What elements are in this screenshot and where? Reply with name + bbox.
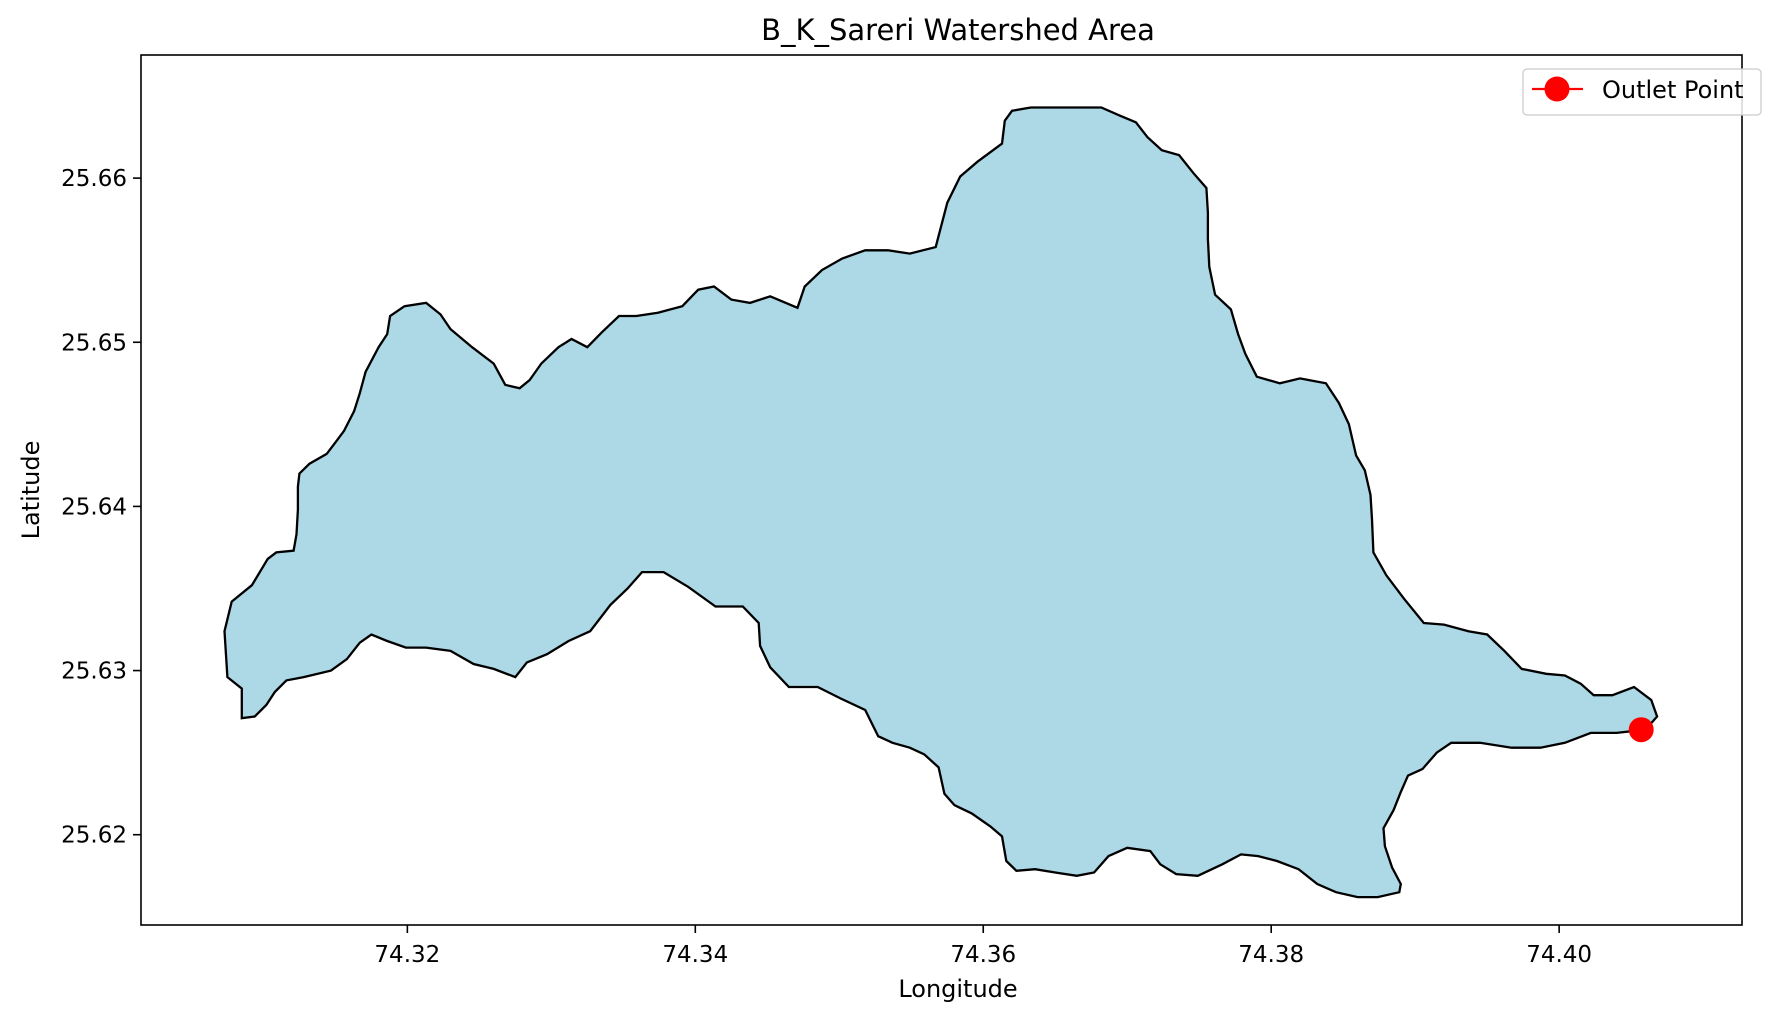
y-axis-ticks: 25.62 25.63 25.64 25.65 25.66 [61,166,141,849]
plot-frame [140,54,1743,926]
y-tick-label: 25.65 [61,330,127,356]
x-tick-label: 74.34 [662,942,728,968]
x-tick-label: 74.40 [1526,942,1592,968]
x-tick-label: 74.32 [374,942,440,968]
x-tick-label: 74.36 [950,942,1016,968]
x-axis-ticks: 74.32 74.34 74.36 74.38 74.40 [374,925,1592,968]
chart-title: B_K_Sareri Watershed Area [761,13,1155,47]
y-tick-label: 25.64 [61,494,127,520]
map-plot-area [140,54,1743,926]
y-tick-label: 25.63 [61,659,127,685]
y-tick-label: 25.66 [61,166,127,192]
outlet-point-marker [1628,717,1654,743]
legend: Outlet Point [1522,68,1762,116]
y-tick-label: 25.62 [61,823,127,849]
x-tick-label: 74.38 [1238,942,1304,968]
x-axis-label: Longitude [898,975,1017,1003]
legend-box [1522,68,1762,116]
legend-label-outlet-point: Outlet Point [1602,76,1744,104]
y-axis-label: Latitude [17,441,45,540]
legend-marker-icon [1544,76,1570,102]
watershed-polygon [223,106,1659,899]
